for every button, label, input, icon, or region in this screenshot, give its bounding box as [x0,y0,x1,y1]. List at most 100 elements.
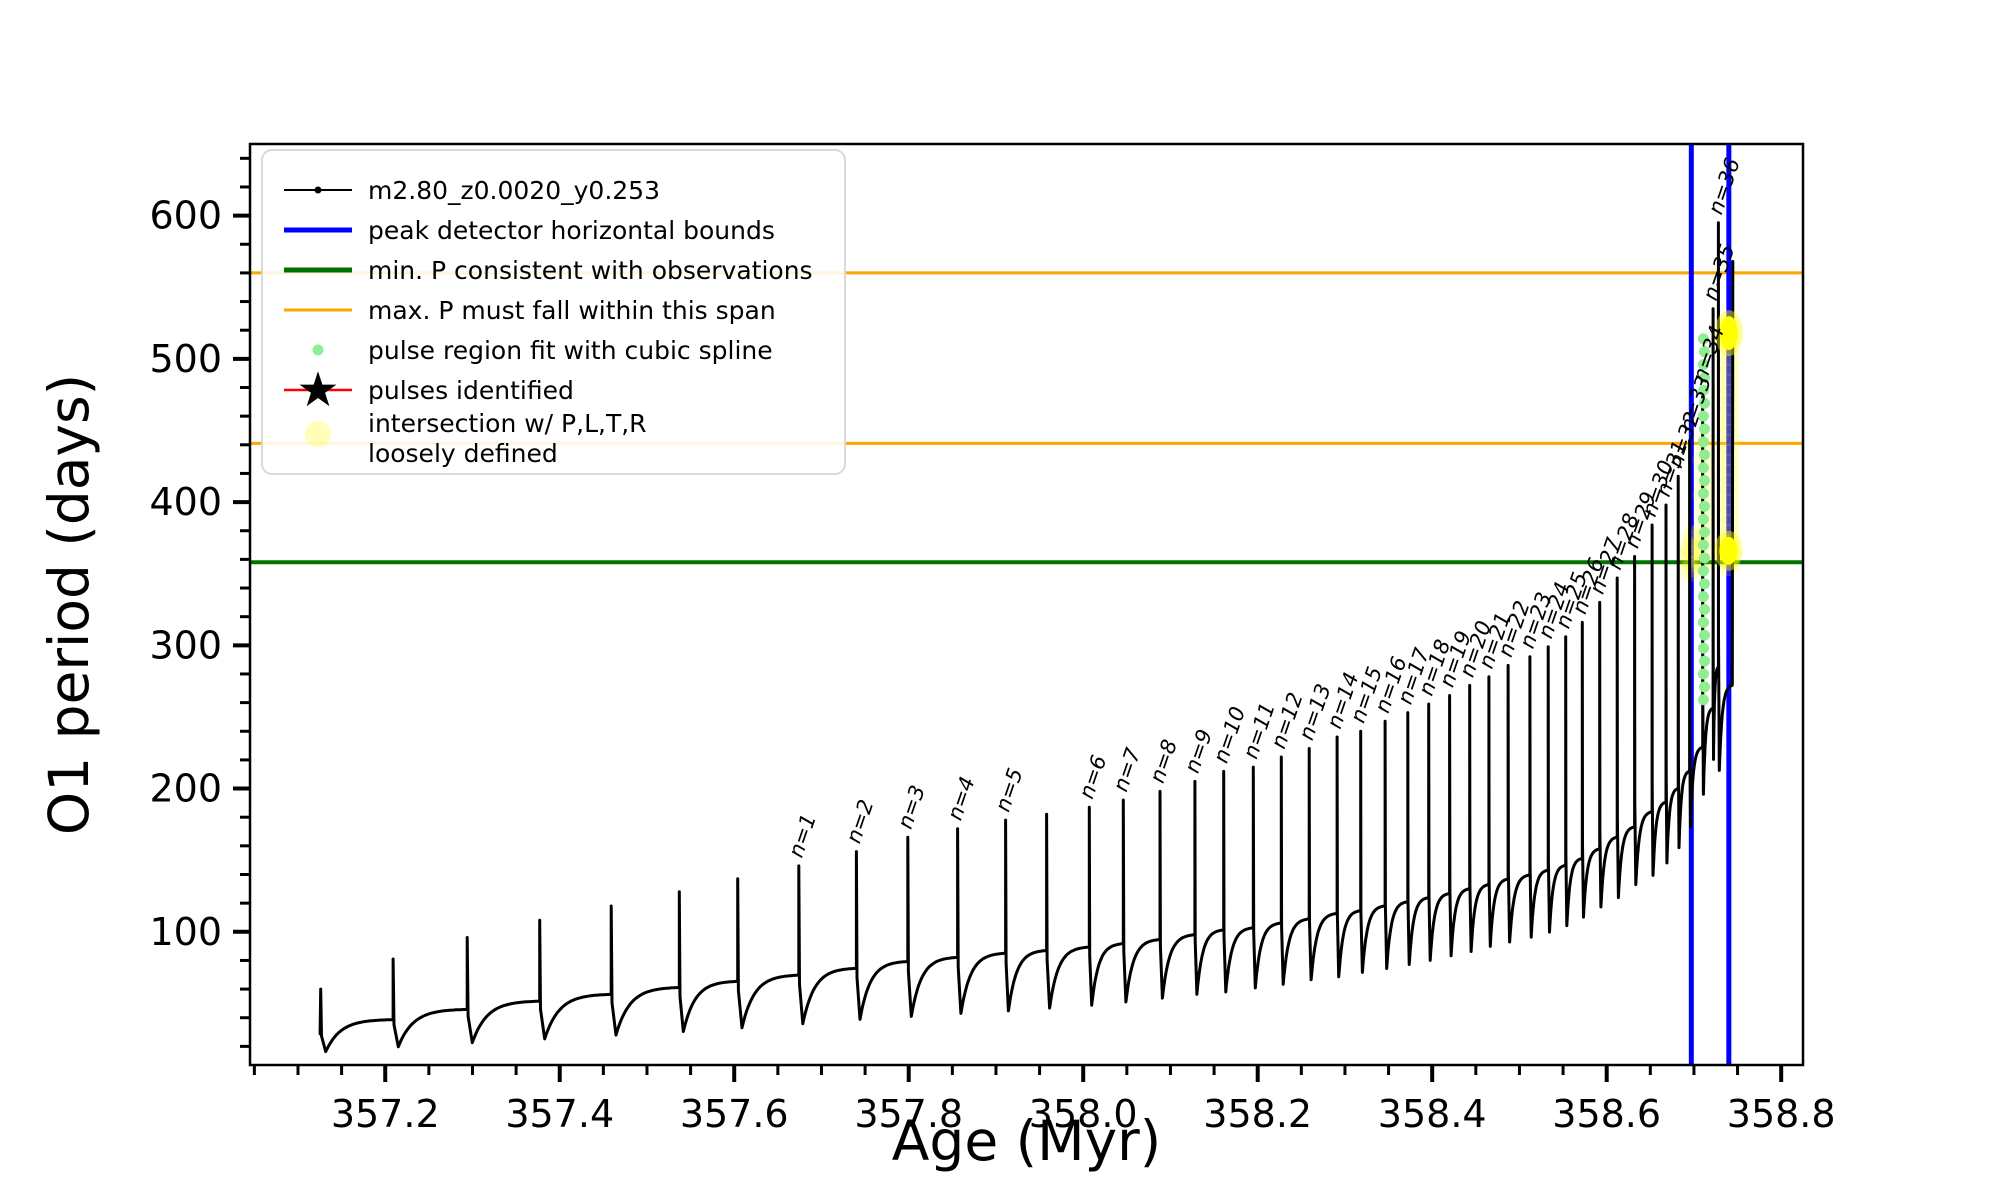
spline-dot [1698,346,1710,358]
spline-dot [1698,604,1710,616]
spline-dot [1698,578,1710,590]
legend-item-4: pulse region fit with cubic spline [312,336,773,365]
plot-frame [248,142,1805,1067]
pulse-label: n=2 [841,797,878,847]
intersection-point [1717,453,1740,476]
axis-ticks: 357.2 357.4 357.6 357.8 358.0 358.2 358.4 358.6… [149,156,1836,1136]
y-tick-label: 100 [149,910,222,954]
spline-dot [1697,436,1709,448]
spline-dot [1697,694,1709,706]
spline-dot [1697,591,1709,603]
pulse-label: n=6 [1074,752,1111,802]
spline-dot [1697,487,1709,499]
y-axis-label: O1 period (days) [37,374,101,835]
x-tick-label: 358.2 [1203,1092,1312,1136]
legend-label: pulses identified [368,376,574,405]
pulse-label: n=3 [893,782,930,832]
y-tick-label: 400 [149,480,222,524]
intersection-point [1717,503,1740,526]
spline-dot [1697,668,1709,680]
legend-intersection-dot [305,421,331,447]
y-tick-label: 200 [149,767,222,811]
x-tick-label: 357.8 [854,1092,963,1136]
legend-label: peak detector horizontal bounds [368,216,775,245]
intersection-point [1717,493,1740,516]
pulse-label: n=7 [1108,744,1145,794]
pulse-label: n=36 [1703,155,1744,217]
intersection-point [1717,403,1740,426]
pulse-label: n=8 [1145,736,1182,786]
x-tick-label: 358.4 [1378,1092,1487,1136]
spline-dot [1698,655,1710,667]
intersection-point [1717,483,1740,506]
pulse-label: n=4 [943,774,980,824]
intersection-point [1717,363,1740,386]
x-tick-label: 358.8 [1727,1092,1836,1136]
legend-item-1: peak detector horizontal bounds [284,216,775,245]
intersection-dense-markers [1714,310,1743,571]
spline-dot [1698,552,1710,564]
spline-dot [1697,616,1709,628]
legend-item-2: min. P consistent with observations [284,256,813,285]
legend-spline-dot [312,344,324,356]
legend-label: m2.80_z0.0020_y0.253 [368,176,660,205]
x-tick-label: 357.6 [680,1092,789,1136]
spline-fit-dots [1697,333,1710,706]
legend-label: intersection w/ P,L,T,R [368,409,647,438]
spline-dot [1698,449,1710,461]
legend-label: pulse region fit with cubic spline [368,336,773,365]
x-tick-label: 357.2 [331,1092,440,1136]
x-tick-label: 358.0 [1029,1092,1138,1136]
intersection-point [1717,514,1740,537]
legend-dot-marker [314,186,322,194]
spline-dot [1697,642,1709,654]
x-tick-label: 358.6 [1552,1092,1661,1136]
pulse-label: n=1 [784,811,821,861]
y-tick-label: 300 [149,623,222,667]
spline-dot [1698,475,1710,487]
intersection-point [1717,343,1740,366]
spline-dot [1697,565,1709,577]
intersection-point [1717,383,1740,406]
intersection-point [1717,433,1740,456]
spline-dot [1697,513,1709,525]
intersection-point [1717,443,1740,466]
intersection-point [1717,393,1740,416]
spline-dot [1698,371,1710,383]
spline-dot [1697,333,1709,345]
intersection-blob [1719,536,1738,565]
intersection-point [1717,413,1740,436]
spline-dot [1698,629,1710,641]
legend-label: min. P consistent with observations [368,256,813,285]
pulse-label: n=5 [991,765,1028,815]
y-tick-label: 600 [149,194,222,238]
spline-dot [1698,526,1710,538]
legend-label-line2: loosely defined [368,439,558,468]
spline-dot [1697,410,1709,422]
intersection-blob [1719,316,1738,351]
intersection-point [1717,353,1740,376]
spline-dot [1697,359,1709,371]
intersection-point [1717,463,1740,486]
star-icon: ★ [296,362,339,418]
spline-dot [1697,539,1709,551]
spline-dot [1698,500,1710,512]
legend-label: max. P must fall within this span [368,296,776,325]
spline-dot [1698,397,1710,409]
spline-dot [1697,462,1709,474]
x-tick-label: 357.4 [505,1092,614,1136]
intersection-point [1681,525,1704,548]
spline-dot [1697,384,1709,396]
intersection-point [1680,549,1703,572]
spline-dot [1698,681,1710,693]
legend-item-5: ★ pulses identified [284,362,574,418]
intersection-point [1717,473,1740,496]
y-tick-label: 500 [149,337,222,381]
legend-item-0: m2.80_z0.0020_y0.253 [284,176,660,205]
spline-dot [1698,423,1710,435]
intersection-point [1717,373,1740,396]
